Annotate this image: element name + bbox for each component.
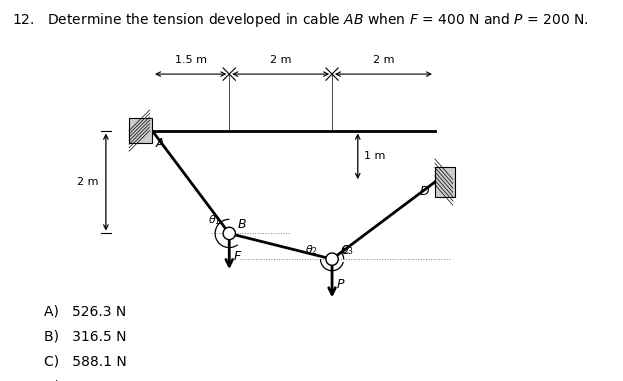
Text: 2 m: 2 m xyxy=(373,55,394,65)
Text: $A$: $A$ xyxy=(155,137,165,150)
Text: A)   526.3 N: A) 526.3 N xyxy=(44,305,126,319)
Text: $B$: $B$ xyxy=(237,218,247,231)
Text: $\theta_2$: $\theta_2$ xyxy=(305,243,318,257)
Text: C)   588.1 N: C) 588.1 N xyxy=(44,354,126,368)
Circle shape xyxy=(326,253,338,265)
Text: $\theta_3$: $\theta_3$ xyxy=(341,243,354,257)
Text: 12.   Determine the tension developed in cable $AB$ when $F$ = 400 N and $P$ = 2: 12. Determine the tension developed in c… xyxy=(12,11,589,29)
Text: $\theta_1$: $\theta_1$ xyxy=(207,213,221,227)
Polygon shape xyxy=(129,118,152,144)
Text: B)   316.5 N: B) 316.5 N xyxy=(44,330,126,344)
Text: 2 m: 2 m xyxy=(77,177,98,187)
Text: 2 m: 2 m xyxy=(270,55,292,65)
Text: $F$: $F$ xyxy=(233,250,242,263)
Text: 1 m: 1 m xyxy=(364,151,385,161)
Text: $C$: $C$ xyxy=(340,243,351,256)
Text: 1.5 m: 1.5 m xyxy=(174,55,207,65)
Text: D)   224.4 N: D) 224.4 N xyxy=(44,379,127,381)
Text: $P$: $P$ xyxy=(336,279,345,291)
Circle shape xyxy=(223,227,235,240)
Text: $D$: $D$ xyxy=(419,185,430,198)
Polygon shape xyxy=(435,166,455,197)
